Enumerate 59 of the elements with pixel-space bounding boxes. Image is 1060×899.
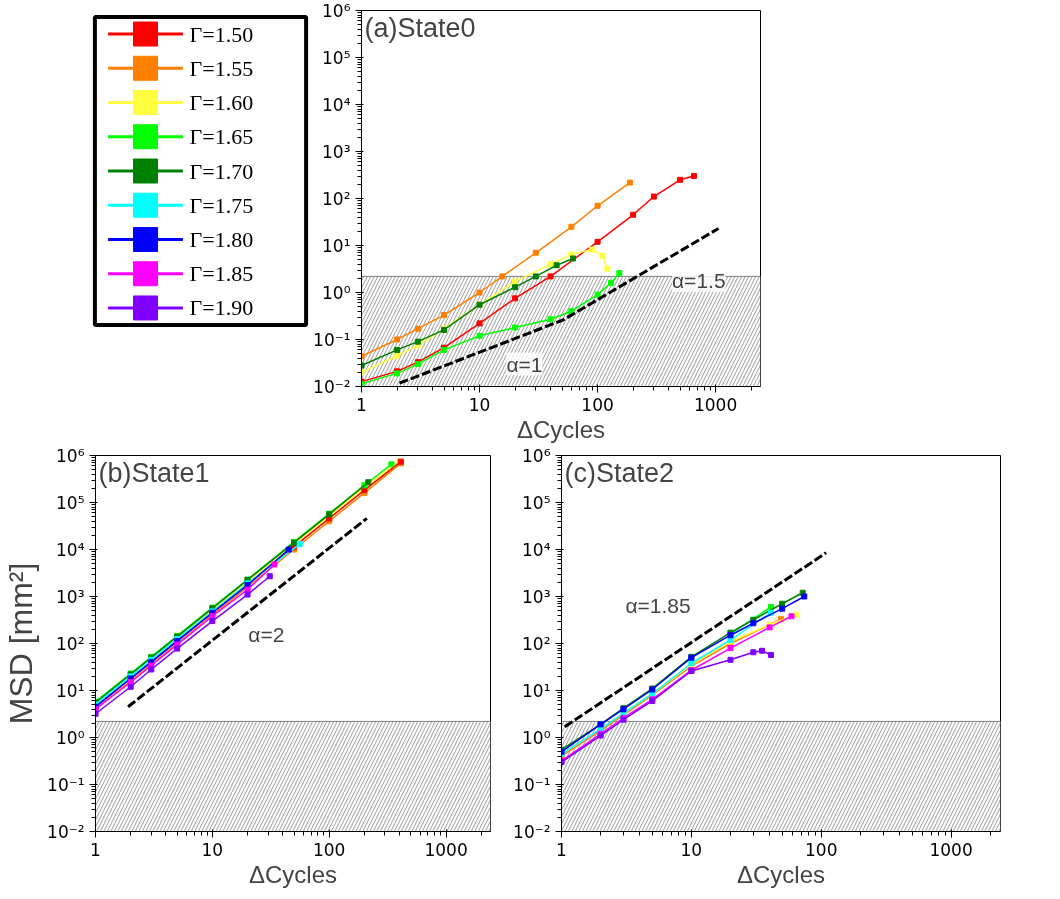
y-tick-label: 10¹	[322, 235, 351, 256]
legend-label: Γ=1.55	[189, 55, 254, 81]
y-tick-label: 10⁵	[522, 492, 551, 513]
y-tick-label: 10⁵	[56, 492, 85, 513]
y-tick-label: 10⁰	[322, 282, 351, 303]
legend-label: Γ=1.70	[189, 158, 254, 184]
x-tick-label: 10	[680, 839, 703, 860]
y-tick-label: 10⁻¹	[313, 329, 351, 350]
y-tick-label: 10⁻²	[513, 821, 551, 842]
y-tick-label: 10⁰	[56, 727, 85, 748]
y-tick-label: 10¹	[56, 680, 85, 701]
x-tick-label: 1000	[693, 394, 738, 415]
y-tick-label: 10⁻²	[47, 821, 85, 842]
x-axis-title: ΔCycles	[516, 415, 606, 443]
legend-label: Γ=1.80	[189, 226, 254, 252]
annotation: α=1	[506, 352, 543, 376]
y-tick-label: 10⁴	[322, 94, 351, 115]
y-tick-label: 10⁵	[322, 47, 351, 68]
x-axis-title: ΔCycles	[248, 860, 338, 888]
annotation: α=2	[248, 623, 285, 647]
y-axis-title: MSD [mm²]	[3, 562, 40, 725]
y-tick-label: 10⁴	[56, 539, 85, 560]
y-tick-label: 10⁻²	[313, 376, 351, 397]
y-tick-label: 10⁻¹	[47, 774, 85, 795]
y-tick-label: 10⁻¹	[513, 774, 551, 795]
y-tick-label: 10²	[56, 633, 85, 654]
x-tick-label: 10	[468, 394, 491, 415]
legend-label: Γ=1.60	[189, 90, 254, 116]
x-tick-label: 1000	[929, 839, 973, 860]
x-tick-label: 1	[90, 839, 101, 860]
x-tick-label: 100	[805, 839, 838, 860]
legend-label: Γ=1.65	[189, 124, 254, 150]
y-tick-label: 10⁶	[322, 0, 351, 21]
y-tick-label: 10²	[322, 188, 351, 209]
legend-label: Γ=1.90	[189, 295, 254, 321]
y-tick-label: 10³	[322, 141, 351, 162]
x-tick-label: 1	[356, 394, 367, 415]
x-tick-label: 100	[312, 839, 346, 860]
chart-title: (a)State0	[364, 12, 476, 43]
legend-label: Γ=1.85	[189, 261, 254, 287]
y-tick-label: 10⁰	[522, 727, 551, 748]
x-tick-label: 100	[581, 394, 614, 415]
x-axis-title: ΔCycles	[736, 860, 826, 888]
x-tick-label: 1000	[424, 839, 468, 860]
legend-label: Γ=1.50	[189, 21, 254, 47]
annotation: α=1.85	[625, 594, 691, 618]
chart-title: (c)State2	[564, 457, 675, 488]
chart-title: (b)State1	[98, 457, 210, 488]
y-tick-label: 10⁴	[522, 539, 551, 560]
x-tick-label: 1	[556, 839, 567, 860]
y-tick-label: 10⁶	[522, 445, 551, 466]
y-tick-label: 10³	[56, 586, 85, 607]
y-tick-label: 10⁶	[56, 445, 85, 466]
y-tick-label: 10²	[522, 633, 551, 654]
x-tick-label: 10	[201, 839, 224, 860]
y-tick-label: 10¹	[522, 680, 551, 701]
y-tick-label: 10³	[522, 586, 551, 607]
legend-label: Γ=1.75	[189, 192, 254, 218]
annotation: α=1.5	[671, 269, 726, 292]
